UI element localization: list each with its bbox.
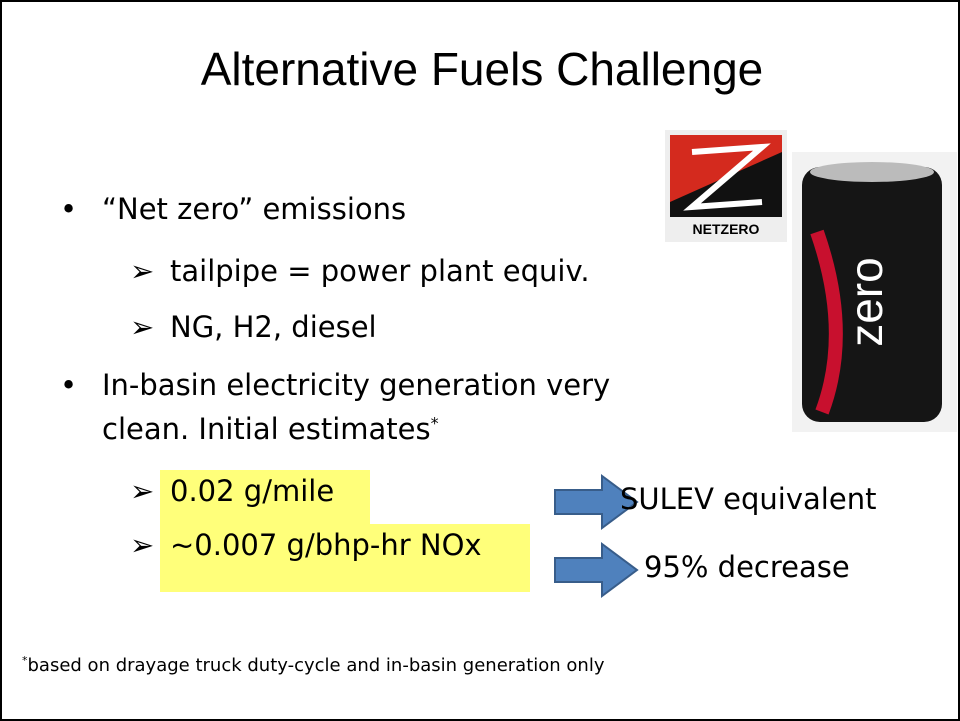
sub-text: tailpipe = power plant equiv.	[170, 254, 590, 288]
sub-text: 0.02 g/mile	[170, 474, 335, 508]
text: clean. Initial estimates	[102, 412, 431, 446]
bullet-text: clean. Initial estimates*	[102, 412, 439, 446]
sub-bullet: ➢	[130, 474, 155, 508]
highlight	[160, 470, 370, 524]
text: based on drayage truck duty-cycle and in…	[27, 655, 605, 676]
sub-text: NG, H2, diesel	[170, 310, 377, 344]
bullet-text: In-basin electricity generation very	[102, 368, 611, 402]
bullet: •	[60, 368, 78, 402]
netzero-logo: NETZERO	[665, 130, 787, 242]
marker: *	[22, 654, 28, 667]
sub-bullet: ➢	[130, 254, 155, 288]
sub-text: ~0.007 g/bhp-hr NOx	[170, 528, 482, 562]
can-image: zero	[792, 152, 957, 432]
footnote: *based on drayage truck duty-cycle and i…	[22, 654, 604, 676]
bullet-text: “Net zero” emissions	[102, 192, 407, 226]
arrow	[554, 542, 639, 598]
can-text: zero	[840, 257, 892, 346]
sub-bullet: ➢	[130, 310, 155, 344]
sub-bullet: ➢	[130, 528, 155, 562]
arrow	[554, 474, 639, 530]
arrow-label: 95% decrease	[644, 550, 850, 584]
marker: *	[430, 413, 439, 433]
bullet: •	[60, 192, 78, 226]
highlight	[160, 524, 530, 592]
arrow-label: SULEV equivalent	[620, 482, 877, 516]
logo-text: NETZERO	[693, 221, 760, 237]
title: Alternative Fuels Challenge	[200, 43, 764, 95]
